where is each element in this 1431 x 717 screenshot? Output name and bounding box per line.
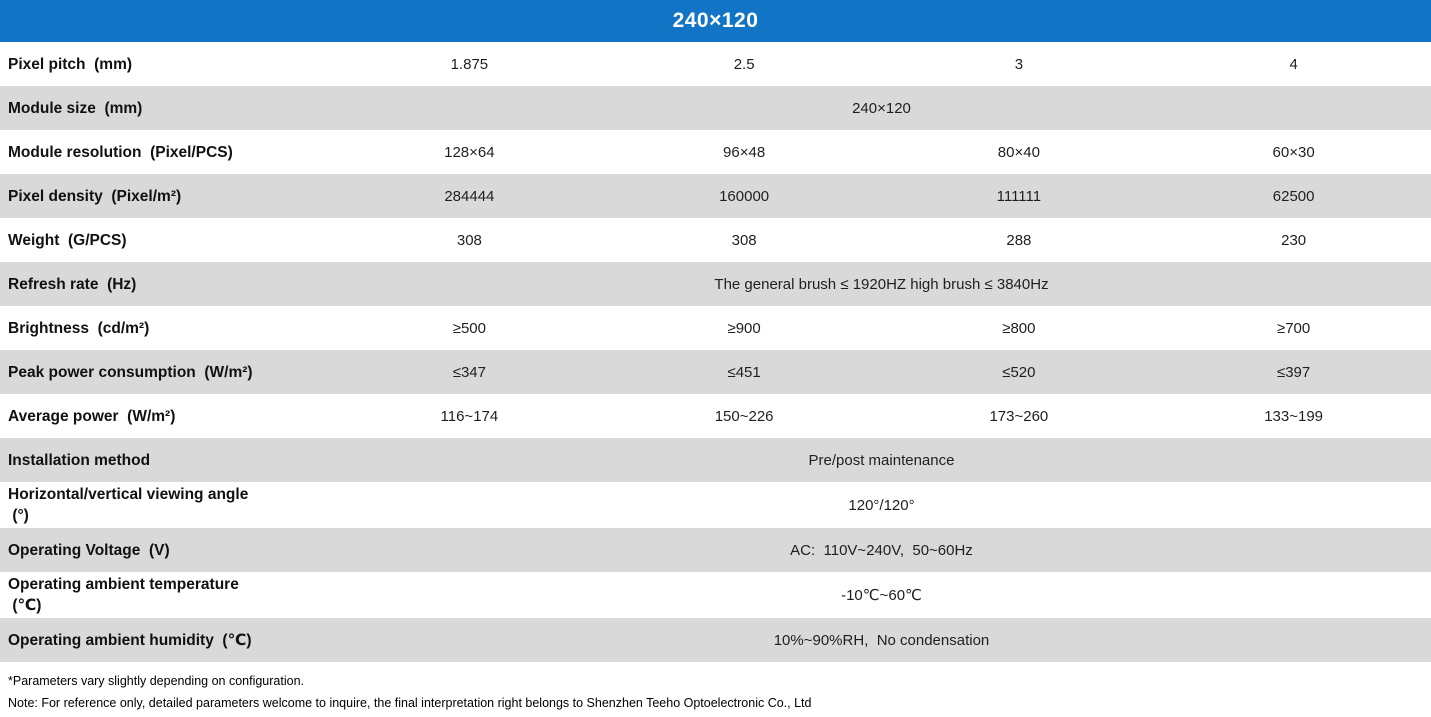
cell-value: ≥900 — [727, 319, 761, 337]
cell-value: ≤397 — [1276, 363, 1311, 381]
row-label: Operating ambient humidity (℃) — [8, 631, 252, 649]
cell-value: ≥500 — [452, 319, 486, 337]
cell-span-value: -10℃~60℃ — [841, 587, 922, 604]
cell-value: ≤347 — [452, 363, 486, 381]
row-viewing-angle: Horizontal/vertical viewing angle (°) 12… — [0, 482, 1431, 528]
cell-value: 62500 — [1272, 187, 1315, 205]
cell-value: 80×40 — [997, 143, 1040, 161]
row-module-size: Module size (mm) 240×120 — [0, 86, 1431, 130]
row-label: Module resolution (Pixel/PCS) — [8, 143, 233, 161]
row-label: Pixel density (Pixel/m²) — [8, 187, 182, 205]
cell-value: 96×48 — [723, 143, 766, 161]
cell-value: 1.875 — [450, 55, 489, 73]
row-operating-temperature: Operating ambient temperature (℃) -10℃~6… — [0, 572, 1431, 618]
row-label: Average power (W/m²) — [8, 407, 176, 425]
row-label: Weight (G/PCS) — [8, 231, 127, 249]
row-label: Horizontal/vertical viewing angle (°) — [8, 486, 249, 524]
row-pixel-density: Pixel density (Pixel/m²) 284444 160000 1… — [0, 174, 1431, 218]
cell-value: 160000 — [719, 187, 770, 205]
cell-value: 308 — [731, 231, 757, 249]
cell-value: ≤451 — [727, 363, 761, 381]
cell-value: 150~226 — [714, 407, 774, 425]
row-average-power: Average power (W/m²) 116~174 150~226 173… — [0, 394, 1431, 438]
row-pixel-pitch: Pixel pitch (mm) 1.875 2.5 3 4 — [0, 42, 1431, 86]
row-label: Installation method — [8, 451, 151, 469]
row-refresh-rate: Refresh rate (Hz) The general brush ≤ 19… — [0, 262, 1431, 306]
footer-notes: *Parameters vary slightly depending on c… — [0, 662, 1431, 714]
cell-span-value: 10%~90%RH, No condensation — [773, 631, 990, 649]
cell-value: 4 — [1289, 55, 1298, 73]
row-installation-method: Installation method Pre/post maintenance — [0, 438, 1431, 482]
row-label: Operating ambient temperature (℃) — [8, 576, 239, 614]
cell-span-value: Pre/post maintenance — [808, 451, 955, 469]
cell-value: ≥800 — [1002, 319, 1036, 337]
cell-span-value: 240×120 — [852, 99, 911, 117]
cell-value: 308 — [456, 231, 482, 249]
table-title: 240×120 — [0, 0, 1431, 42]
cell-value: 60×30 — [1272, 143, 1315, 161]
row-label: Brightness (cd/m²) — [8, 319, 150, 337]
row-module-resolution: Module resolution (Pixel/PCS) 128×64 96×… — [0, 130, 1431, 174]
cell-value: 111111 — [996, 187, 1042, 205]
cell-value: 288 — [1006, 231, 1032, 249]
row-label: Pixel pitch (mm) — [8, 55, 133, 73]
cell-span-value: 120°/120° — [848, 496, 915, 514]
row-label: Peak power consumption (W/m²) — [8, 363, 253, 381]
cell-value: 116~174 — [440, 407, 499, 425]
footer-note-reference: Note: For reference only, detailed param… — [8, 696, 812, 710]
cell-value: 128×64 — [444, 143, 495, 161]
cell-value: ≥700 — [1276, 319, 1311, 337]
cell-value: 133~199 — [1264, 407, 1324, 425]
cell-value: 3 — [1014, 55, 1024, 73]
row-peak-power: Peak power consumption (W/m²) ≤347 ≤451 … — [0, 350, 1431, 394]
cell-span-value: AC: 110V~240V, 50~60Hz — [790, 541, 973, 559]
row-label: Operating Voltage (V) — [8, 541, 170, 559]
cell-value: 230 — [1281, 231, 1307, 249]
row-operating-voltage: Operating Voltage (V) AC: 110V~240V, 50~… — [0, 528, 1431, 572]
cell-value: 173~260 — [989, 407, 1049, 425]
cell-value: 284444 — [444, 187, 495, 205]
cell-span-value: The general brush ≤ 1920HZ high brush ≤ … — [714, 275, 1049, 293]
row-label: Module size (mm) — [8, 99, 143, 117]
cell-value: 2.5 — [733, 55, 755, 73]
row-operating-humidity: Operating ambient humidity (℃) 10%~90%RH… — [0, 618, 1431, 662]
row-brightness: Brightness (cd/m²) ≥500 ≥900 ≥800 ≥700 — [0, 306, 1431, 350]
row-weight: Weight (G/PCS) 308 308 288 230 — [0, 218, 1431, 262]
cell-value: ≤520 — [1002, 363, 1036, 381]
row-label: Refresh rate (Hz) — [8, 275, 137, 293]
footer-note-parameters: *Parameters vary slightly depending on c… — [8, 674, 305, 688]
